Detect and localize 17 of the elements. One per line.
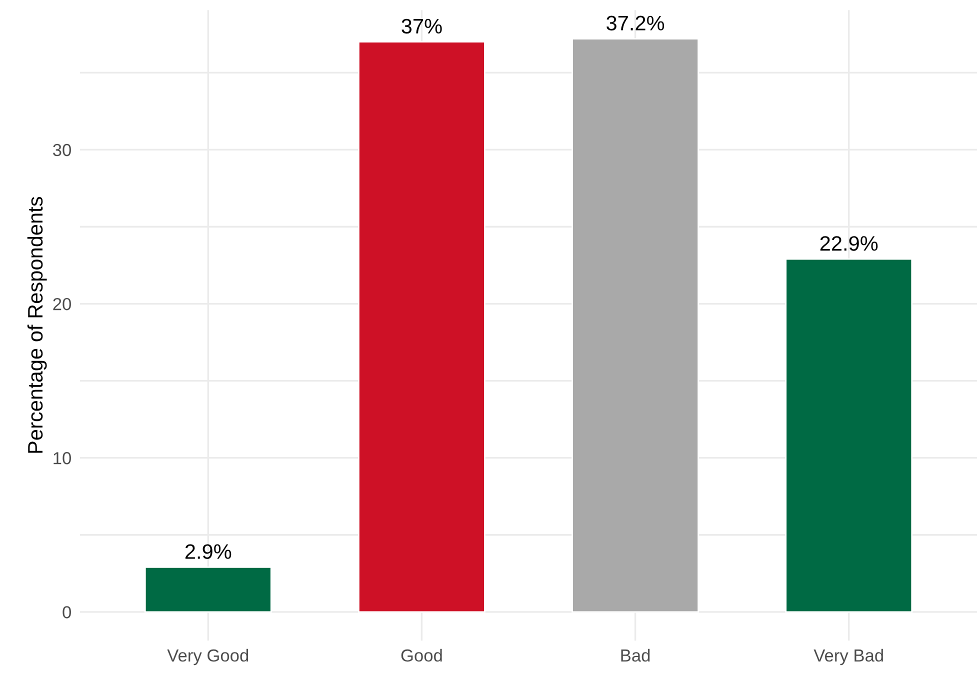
bar: [358, 41, 486, 613]
x-tick-label: Very Bad: [814, 648, 883, 666]
data-label: 37.2%: [606, 16, 664, 30]
y-tick-label: 10: [54, 452, 71, 464]
x-tick-label: Very Good: [167, 648, 248, 666]
x-tick-label: Bad: [621, 648, 650, 662]
data-label: 22.9%: [820, 236, 878, 251]
bar: [572, 38, 699, 613]
bar: [144, 566, 272, 613]
y-tick-label: 30: [53, 144, 71, 156]
bar: [785, 258, 913, 613]
data-label: 2.9%: [185, 544, 232, 559]
data-label: 37%: [402, 18, 442, 34]
y-tick-label: 20: [53, 298, 71, 310]
y-tick-label: 0: [62, 606, 71, 618]
y-axis-title: Percentage of Respondents: [27, 196, 47, 453]
x-tick-label: Good: [401, 648, 442, 662]
